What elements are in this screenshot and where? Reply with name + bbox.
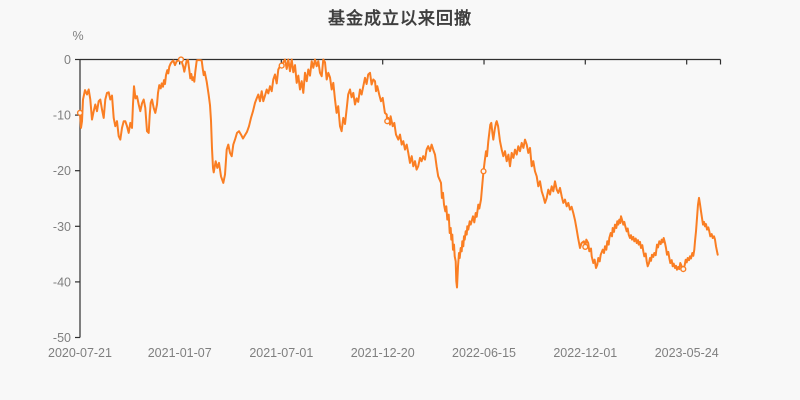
data-point-marker[interactable] (76, 109, 84, 116)
chart-title: 基金成立以来回撤 (328, 9, 472, 28)
x-axis-label: 2023-05-24 (655, 346, 719, 360)
data-point-marker[interactable] (278, 62, 285, 69)
y-axis-unit-label: % (72, 29, 84, 43)
x-axis-label: 2022-06-15 (452, 346, 516, 360)
y-axis-label: -20 (53, 164, 71, 178)
y-axis-label: 0 (64, 53, 71, 67)
data-point-marker[interactable] (384, 118, 391, 125)
data-point-marker[interactable] (680, 266, 687, 273)
x-axis-label: 2021-07-01 (249, 346, 313, 360)
data-point-marker[interactable] (582, 243, 589, 250)
y-axis-label: -10 (53, 109, 71, 123)
drawdown-line[interactable] (79, 58, 719, 289)
data-point-marker[interactable] (177, 56, 185, 63)
y-axis-label: -50 (53, 331, 71, 345)
y-axis-label: -30 (53, 220, 71, 234)
axis-lines (79, 58, 721, 338)
y-axis-label: -40 (53, 275, 71, 289)
x-axis-label: 2020-07-21 (48, 346, 112, 360)
x-axis-label: 2021-01-07 (148, 346, 212, 360)
data-point-marker[interactable] (480, 168, 487, 175)
x-axis-label: 2022-12-01 (553, 346, 617, 360)
x-axis-label: 2021-12-20 (351, 346, 415, 360)
